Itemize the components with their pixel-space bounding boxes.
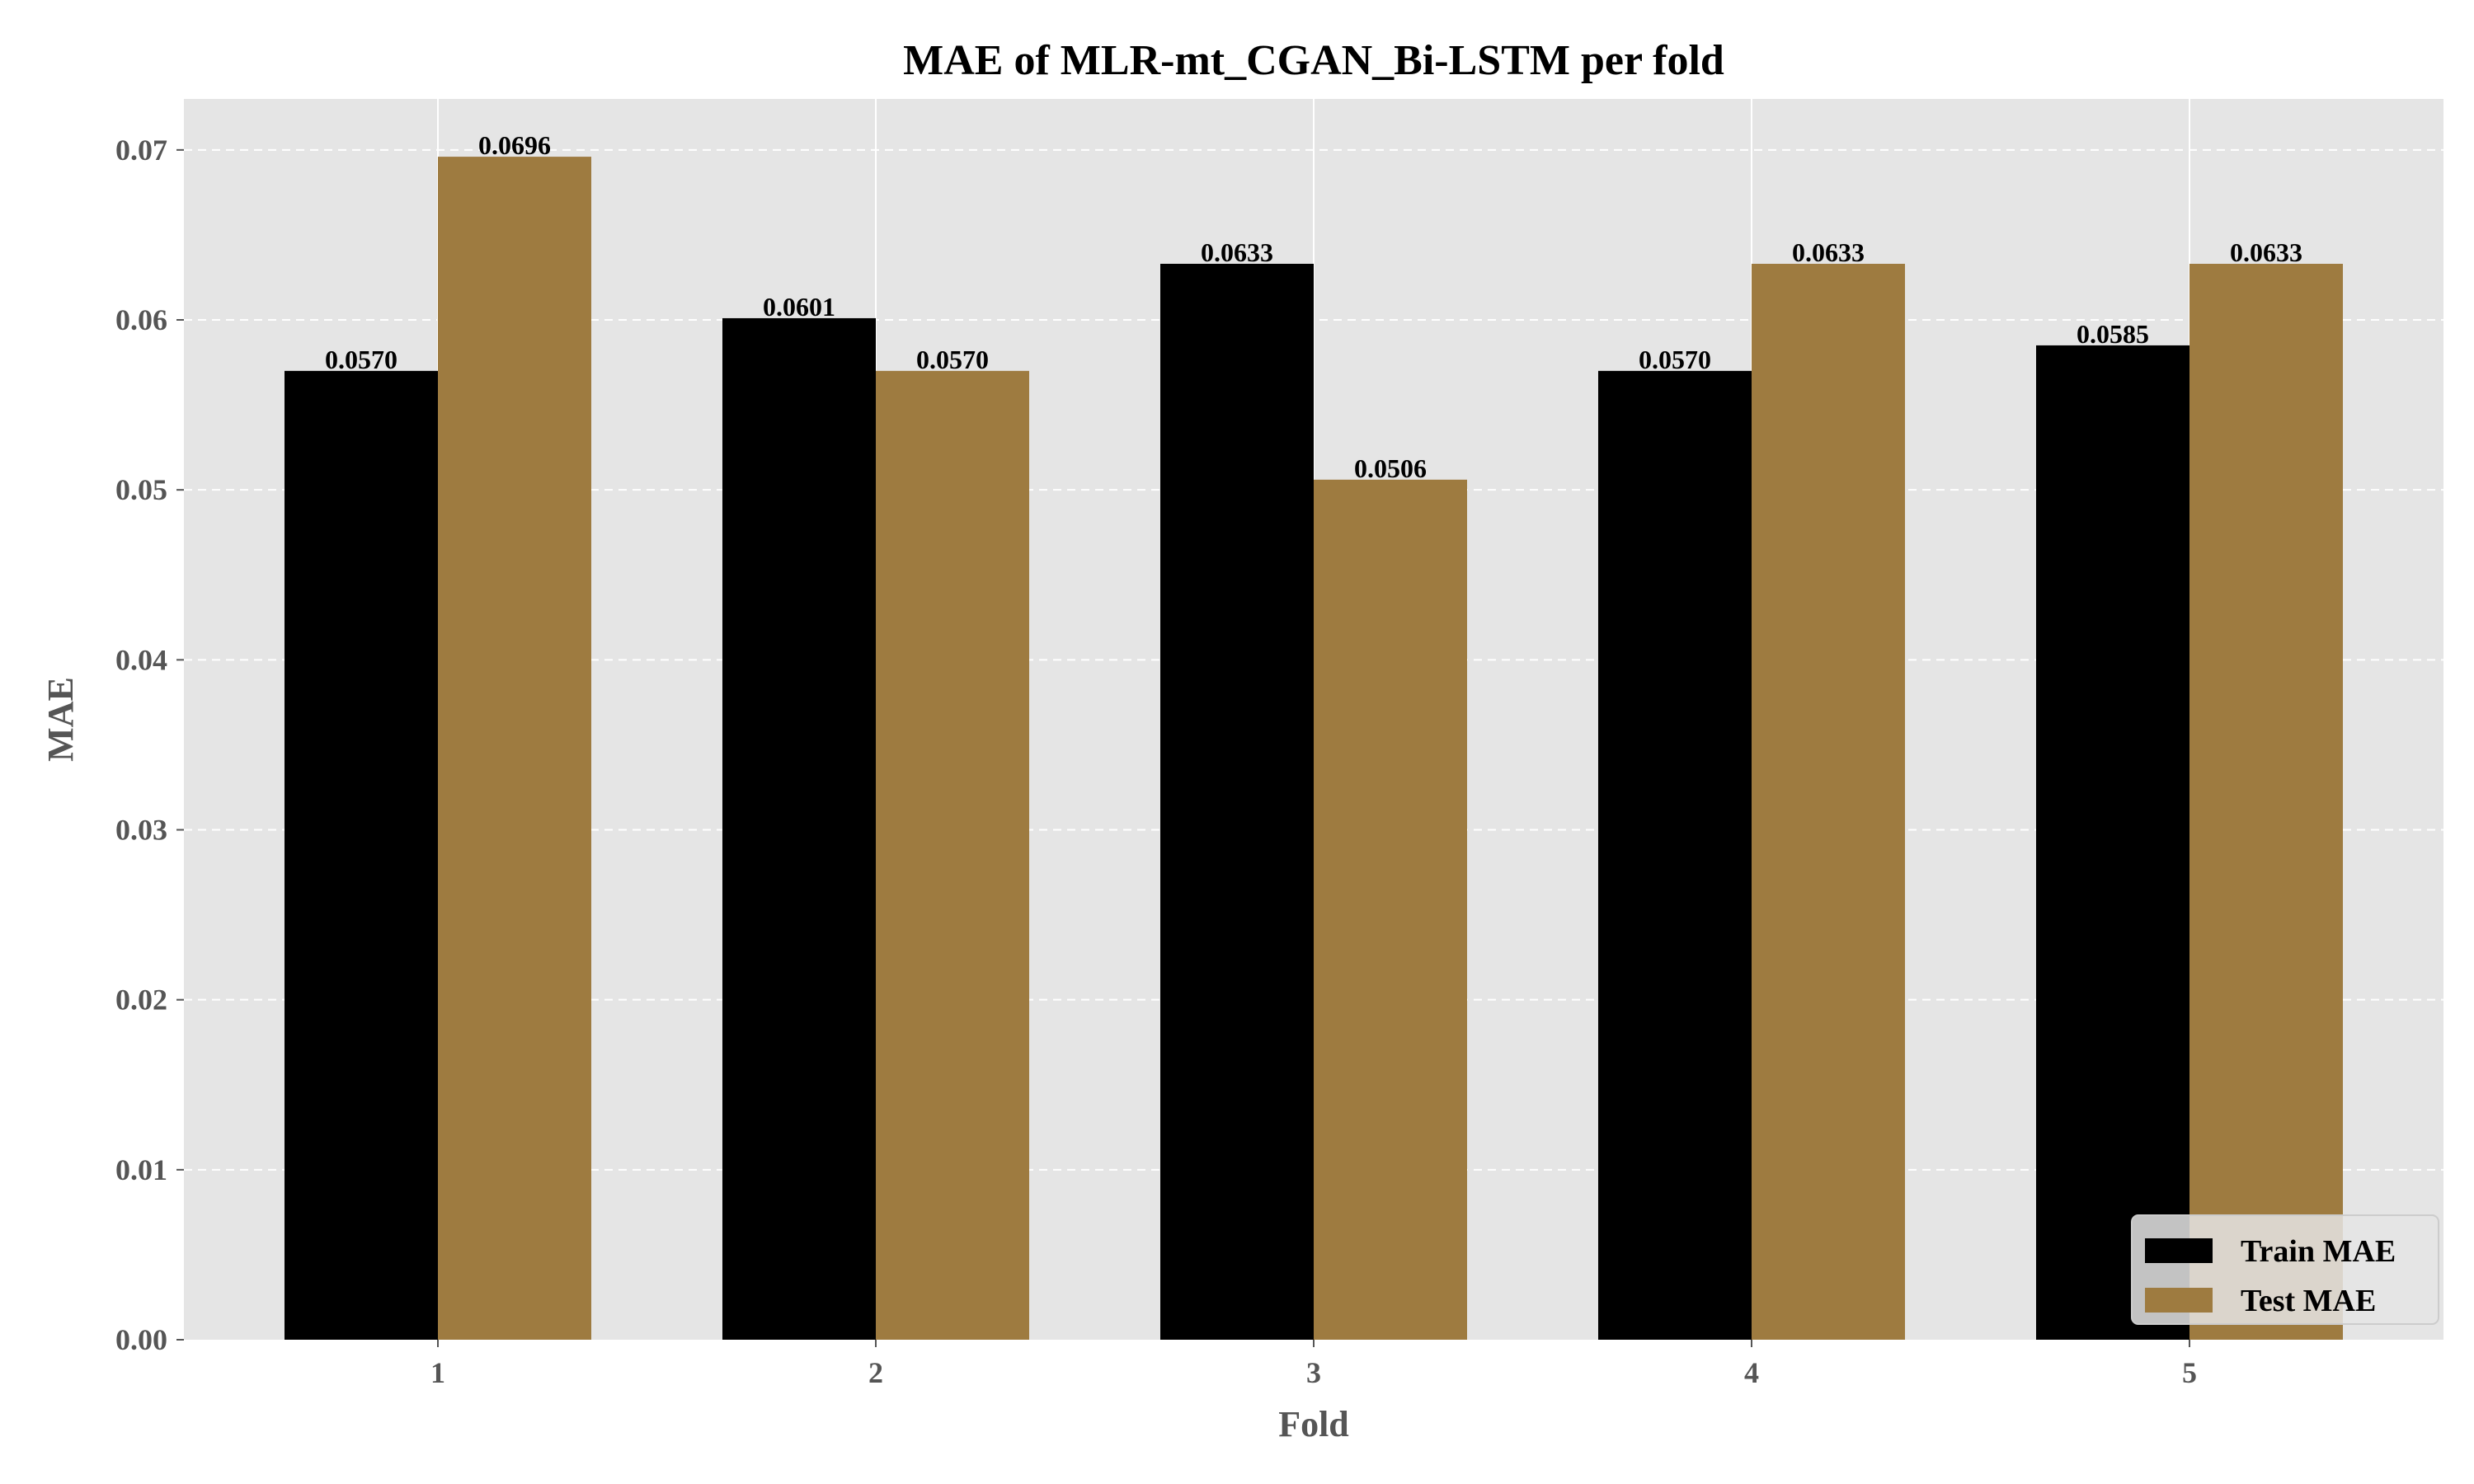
- y-tick-label: 0.05: [115, 473, 167, 506]
- legend-entry: Test MAE: [2241, 1284, 2376, 1318]
- bar-train-fold-3: [1160, 263, 1314, 1340]
- bar-train-fold-2: [722, 317, 876, 1341]
- y-tick-label: 0.00: [115, 1323, 167, 1356]
- x-tick-label: 4: [1744, 1356, 1759, 1389]
- legend-swatch: [2145, 1238, 2213, 1263]
- x-tick-label: 2: [868, 1356, 883, 1389]
- bar-train-fold-1: [285, 370, 438, 1340]
- bar-test-fold-3: [1314, 479, 1467, 1340]
- bar-value-label: 0.0601: [763, 292, 835, 322]
- x-axis-label: Fold: [1278, 1404, 1349, 1444]
- legend: Train MAE Test MAE: [2131, 1214, 2439, 1325]
- y-axis-label: MAE: [40, 677, 81, 762]
- bar-value-label: 0.0570: [325, 345, 397, 374]
- bar-value-label: 0.0506: [1354, 453, 1427, 483]
- bar-value-label: 0.0585: [2077, 319, 2149, 349]
- bar-value-label: 0.0633: [1792, 237, 1865, 267]
- bar-value-label: 0.0633: [1201, 237, 1273, 267]
- data-labels: 0.0570 0.0601 0.0633 0.0570 0.0585 0.0696 0.05…: [325, 130, 2302, 483]
- bar-test-fold-5: [2189, 263, 2343, 1340]
- x-tick-label: 1: [430, 1356, 445, 1389]
- y-tick-label: 0.07: [115, 134, 167, 167]
- bar-train-fold-5: [2036, 345, 2189, 1340]
- bar-value-label: 0.0633: [2230, 237, 2302, 267]
- chart-title: MAE of MLR-mt_CGAN_Bi-LSTM per fold: [903, 37, 1724, 84]
- y-tick-label: 0.04: [115, 643, 167, 676]
- bar-value-label: 0.0570: [916, 345, 989, 374]
- x-tick-label: 5: [2182, 1356, 2197, 1389]
- bars: [285, 157, 2343, 1341]
- bar-value-label: 0.0570: [1639, 345, 1711, 374]
- y-tick-label: 0.03: [115, 814, 167, 847]
- x-tick-label: 3: [1306, 1356, 1321, 1389]
- y-tick-label: 0.01: [115, 1153, 167, 1186]
- axes: 0.00 0.01 0.02 0.03 0.04 0.05 0.06 0.07 1 2 3 4 5: [115, 134, 2197, 1389]
- y-tick-label: 0.06: [115, 303, 167, 336]
- bar-test-fold-2: [876, 370, 1029, 1340]
- y-tick-label: 0.02: [115, 984, 167, 1017]
- bar-train-fold-4: [1598, 370, 1752, 1340]
- bar-test-fold-1: [438, 157, 591, 1340]
- legend-swatch: [2145, 1288, 2213, 1313]
- bar-test-fold-4: [1752, 263, 1905, 1340]
- bar-value-label: 0.0696: [478, 130, 551, 160]
- legend-entry: Train MAE: [2241, 1234, 2396, 1269]
